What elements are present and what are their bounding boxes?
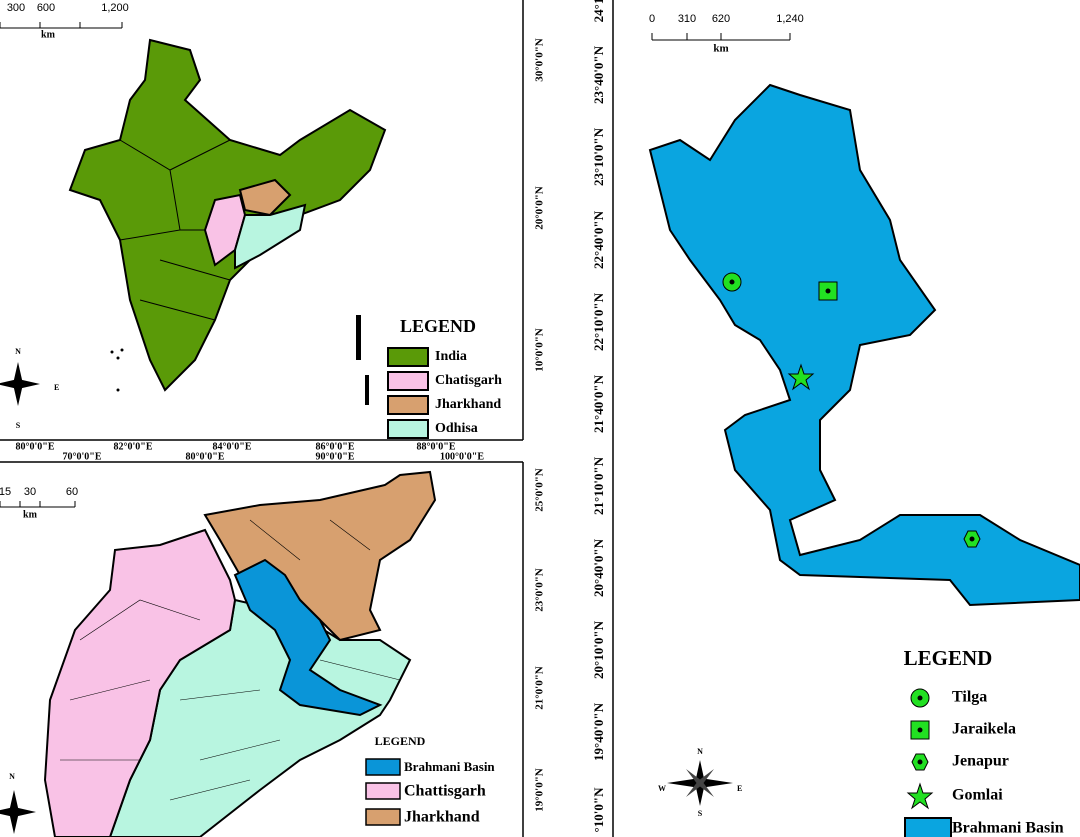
scale-label: 1,200 [101, 2, 129, 14]
lat-label: 23°0'0"N [534, 568, 546, 612]
lat-label: 24°1 [591, 0, 606, 22]
legend-title: LEGEND [400, 316, 476, 336]
legend-item: Brahmani Basin [404, 759, 495, 774]
scale-label: 15 [0, 486, 11, 498]
lat-label: 21°0'0"N [534, 666, 546, 710]
lon-label: 88°0'0"E [417, 441, 456, 452]
compass-letter: N [9, 772, 15, 781]
scale-label: 300 [7, 2, 25, 14]
lat-label: 22°10'0"N [591, 292, 606, 351]
lon-label: 84°0'0"E [213, 441, 252, 452]
lat-label: 23°40'0"N [591, 45, 606, 104]
basin-legend: LEGEND Tilga Jaraikela Jenapur Gomlai Br… [904, 646, 1064, 837]
scale-unit: km [41, 29, 56, 40]
basin-scale: 0 310 620 1,240 km [649, 13, 804, 55]
scale-label: 620 [712, 13, 730, 25]
scale-label: 1,240 [776, 13, 804, 25]
basin-compass: N E S W [658, 747, 742, 818]
legend-item: Jenapur [952, 753, 1009, 770]
state-scale: 15 30 60 km [0, 486, 78, 520]
legend-title: LEGEND [375, 734, 426, 748]
scale-label: 310 [678, 13, 696, 25]
lat-label: 19°0'0"N [534, 768, 546, 812]
lon-label: 80°0'0"E [186, 451, 225, 462]
state-lat-labels: 25°0'0"N 23°0'0"N 21°0'0"N 19°0'0"N [534, 468, 546, 812]
lon-label: 100°0'0"E [440, 451, 484, 462]
compass-letter: E [54, 383, 59, 392]
lat-label: 25°0'0"N [534, 468, 546, 512]
india-lat-labels: 30°0'0"N 20°0'0"N 10°0'0"N [534, 38, 546, 372]
lat-label: °10'0"N [591, 787, 606, 833]
india-legend: LEGEND India Chatisgarh Jharkhand Odhisa [387, 316, 502, 439]
lon-label: 90°0'0"E [316, 451, 355, 462]
legend-item: Odhisa [435, 421, 478, 436]
lon-label: 70°0'0"E [63, 451, 102, 462]
lat-label: 10°0'0"N [534, 328, 546, 372]
compass-letter: W [658, 784, 666, 793]
scale-unit: km [713, 43, 728, 55]
scale-label: 0 [649, 13, 655, 25]
legend-item: India [435, 349, 467, 364]
scale-label: 30 [24, 486, 36, 498]
scale-unit: km [23, 509, 38, 520]
lon-label: 82°0'0"E [114, 441, 153, 452]
compass-letter: N [697, 747, 703, 756]
scale-label: 60 [66, 486, 78, 498]
compass-letter: E [737, 784, 742, 793]
compass-letter: N [15, 347, 21, 356]
state-map [43, 470, 437, 837]
scale-label: 600 [37, 2, 55, 14]
lat-label: 20°40'0"N [591, 538, 606, 597]
lat-label: 19°40'0"N [591, 702, 606, 761]
sites [722, 272, 981, 548]
india-compass: N E S [0, 347, 59, 430]
legend-item: Gomlai [952, 787, 1003, 804]
india-scale: 300 600 1,200 km [0, 2, 129, 40]
india-map [68, 38, 387, 405]
lat-label: 21°40'0"N [591, 374, 606, 433]
lat-label: 21°10'0"N [591, 456, 606, 515]
legend-item: Jharkhand [435, 397, 501, 412]
legend-title: LEGEND [904, 646, 993, 670]
legend-item: Tilga [952, 689, 987, 706]
legend-item: Chattisgarh [404, 783, 486, 800]
lat-label: 22°40'0"N [591, 210, 606, 269]
legend-item: Brahmani Basin [952, 820, 1064, 837]
legend-item: Jaraikela [952, 721, 1016, 738]
legend-item: Chatisgarh [435, 373, 502, 388]
lat-label: 30°0'0"N [534, 38, 546, 82]
frames [0, 0, 614, 837]
compass-letter: S [16, 421, 21, 430]
india-lon-labels: 80°0'0"E 82°0'0"E 84°0'0"E 86°0'0"E 88°0… [16, 441, 485, 462]
basin-polygon [648, 83, 1080, 607]
state-legend: LEGEND Brahmani Basin Chattisgarh Jharkh… [365, 734, 495, 826]
lat-label: 23°10'0"N [591, 127, 606, 186]
compass-letter: S [698, 809, 703, 818]
lon-label: 86°0'0"E [316, 441, 355, 452]
lat-label: 20°0'0"N [534, 186, 546, 230]
state-compass: N [0, 772, 36, 834]
lat-label: 20°10'0"N [591, 620, 606, 679]
legend-item: Jharkhand [404, 809, 480, 826]
lon-label: 80°0'0"E [16, 441, 55, 452]
basin-lat-labels: 24°1 23°40'0"N 23°10'0"N 22°40'0"N 22°10… [591, 0, 606, 832]
